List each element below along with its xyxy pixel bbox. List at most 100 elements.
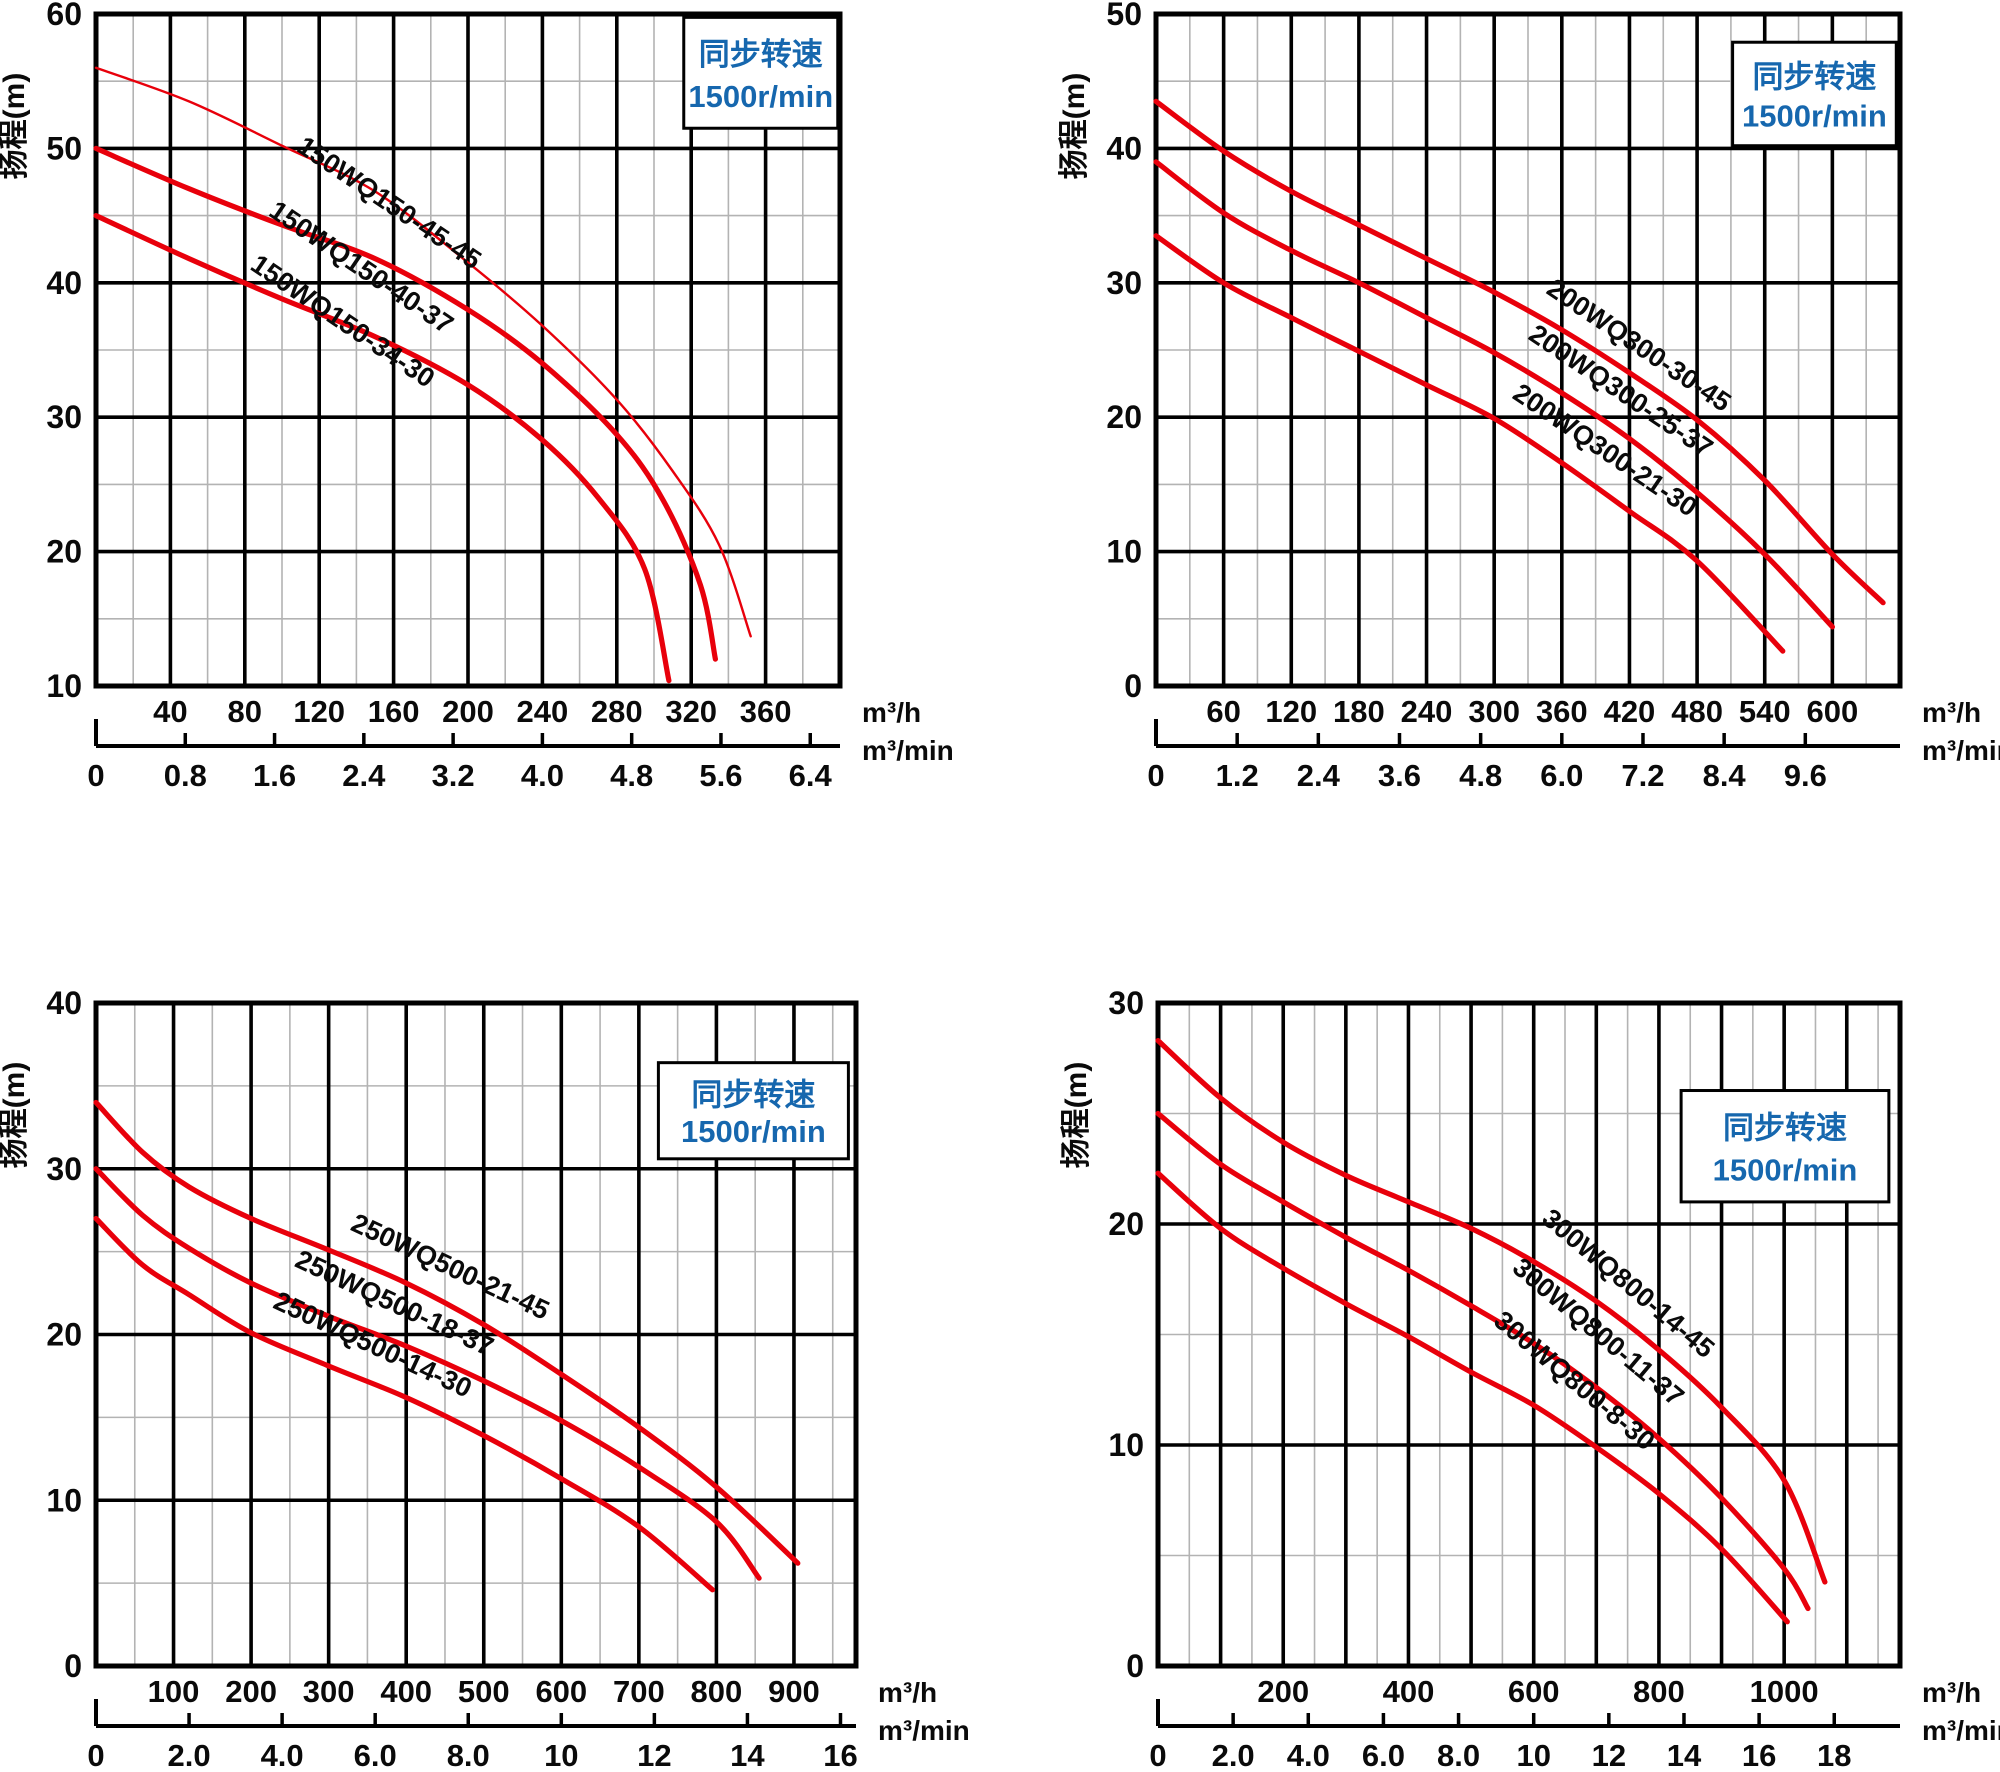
- y-tick-label: 10: [1106, 534, 1142, 570]
- y-tick-label: 50: [46, 130, 82, 166]
- x-min-tick-label: 2.4: [342, 758, 386, 793]
- plot-border: [93, 11, 843, 689]
- y-tick-label: 0: [1126, 1648, 1144, 1684]
- x-min-tick-label: 2.4: [1297, 758, 1341, 793]
- x-min-tick-label: 4.8: [610, 758, 653, 793]
- curve-200WQ300-30-45: [1153, 98, 1886, 606]
- y-tick-label: 20: [46, 534, 82, 570]
- x-hour-tick-label: 540: [1739, 694, 1791, 729]
- unit-m3min: m³/min: [1922, 735, 2000, 766]
- y-tick-label: 10: [46, 1482, 82, 1518]
- y-tick-label: 20: [1108, 1206, 1144, 1242]
- x-hour-tick-label: 320: [665, 694, 717, 729]
- x-min-tick-label: 3.6: [1378, 758, 1421, 793]
- chart-150wq150-svg: 同步转速1500r/min150WQ150-45-45150WQ150-40-3…: [0, 0, 954, 793]
- min-ruler: [1156, 1699, 1900, 1728]
- x-hour-tick-label: 300: [303, 1674, 355, 1709]
- x-hour-tick-label: 240: [517, 694, 569, 729]
- x-hour-tick-label: 700: [613, 1674, 665, 1709]
- curve-150WQ150-40-37: [93, 145, 718, 662]
- x-hour-tick-label: 120: [293, 694, 345, 729]
- y-tick-label: 10: [46, 668, 82, 704]
- x-hour-tick-label: 40: [153, 694, 187, 729]
- x-hour-tick-label: 360: [1536, 694, 1588, 729]
- x-min-tick-label: 6.0: [354, 1738, 397, 1772]
- y-tick-label: 20: [46, 1317, 82, 1353]
- unit-m3h: m³/h: [1922, 697, 1981, 728]
- x-hour-tick-label: 360: [740, 694, 792, 729]
- x-min-tick-label: 6.0: [1362, 1738, 1405, 1772]
- x-min-tick-label: 0: [1147, 758, 1164, 793]
- legend-speed-title: 同步转速: [699, 37, 823, 72]
- x-min-tick-label: 16: [823, 1738, 857, 1772]
- x-min-tick-label: 3.2: [432, 758, 475, 793]
- x-min-tick-label: 0: [1149, 1738, 1166, 1772]
- x-min-tick-label: 5.6: [699, 758, 742, 793]
- x-hour-tick-label: 100: [148, 1674, 200, 1709]
- x-min-tick-label: 4.0: [261, 1738, 304, 1772]
- x-hour-tick-label: 200: [225, 1674, 277, 1709]
- x-min-tick-label: 18: [1817, 1738, 1851, 1772]
- curve-150WQ150-34-30: [93, 213, 672, 684]
- y-tick-label: 40: [1106, 130, 1142, 166]
- chart-panel-300wq800: 同步转速 1500r/min 300WQ800-14-45 300WQ800-11-3…: [1000, 886, 2000, 1772]
- x-min-tick-label: 1.6: [253, 758, 296, 793]
- x-hour-tick-label: 280: [591, 694, 643, 729]
- x-min-tick-label: 4.0: [1287, 1738, 1330, 1772]
- x-min-tick-label: 10: [544, 1738, 578, 1772]
- x-hour-tick-label: 800: [691, 1674, 743, 1709]
- y-tick-label: 30: [46, 1151, 82, 1187]
- x-min-tick-label: 9.6: [1784, 758, 1827, 793]
- curve-300WQ800-14-45: [1155, 1037, 1828, 1585]
- x-hour-tick-label: 900: [768, 1674, 820, 1709]
- x-hour-tick-label: 600: [1806, 694, 1858, 729]
- x-min-tick-label: 8.0: [1437, 1738, 1480, 1772]
- y-tick-label: 0: [1124, 668, 1142, 704]
- legend-speed-value: 1500r/min: [688, 79, 833, 114]
- y-axis-title: 扬程(m): [1060, 1062, 1093, 1169]
- legend-speed-title: 同步转速: [1723, 1110, 1847, 1145]
- x-hour-tick-label: 160: [368, 694, 420, 729]
- y-tick-label: 30: [1106, 265, 1142, 301]
- unit-m3min: m³/min: [878, 1715, 970, 1746]
- legend-speed-value: 1500r/min: [1713, 1153, 1858, 1188]
- x-hour-tick-label: 200: [1257, 1674, 1309, 1709]
- legend-box: [682, 15, 840, 130]
- min-ruler: [94, 1699, 856, 1728]
- y-axis-title: 扬程(m): [0, 1062, 31, 1169]
- x-hour-tick-label: 60: [1206, 694, 1240, 729]
- x-hour-tick-label: 480: [1671, 694, 1723, 729]
- chart-panel-250wq500: 同步转速 1500r/min 250WQ500-21-45 250WQ500-18-3…: [0, 886, 1000, 1772]
- y-tick-label: 30: [1108, 985, 1144, 1021]
- x-min-tick-label: 8.4: [1703, 758, 1747, 793]
- legend-speed-value: 1500r/min: [681, 1114, 826, 1149]
- curve-250WQ500-14-30: [93, 1215, 716, 1593]
- x-min-tick-label: 12: [1592, 1738, 1626, 1772]
- x-hour-tick-label: 500: [458, 1674, 510, 1709]
- min-ruler: [94, 719, 840, 748]
- y-tick-label: 40: [46, 985, 82, 1021]
- x-min-tick-label: 4.8: [1459, 758, 1502, 793]
- chart-panel-200wq300: 同步转速 1500r/min 200WQ300-30-45 200WQ300-25-3…: [1000, 0, 2000, 886]
- y-tick-label: 50: [1106, 0, 1142, 32]
- legend-speed-value: 1500r/min: [1742, 99, 1887, 134]
- plot-border: [93, 1000, 859, 1669]
- x-min-tick-label: 1.2: [1216, 758, 1259, 793]
- unit-m3h: m³/h: [1922, 1677, 1981, 1708]
- x-hour-tick-label: 600: [1508, 1674, 1560, 1709]
- chart-panel-150wq150: 同步转速 1500r/min 150WQ150-45-45 150WQ150-40-3…: [0, 0, 1000, 886]
- grid-major: [1156, 14, 1900, 686]
- x-min-tick-label: 6.0: [1540, 758, 1583, 793]
- curve-250WQ500-18-37: [93, 1166, 762, 1581]
- x-min-tick-label: 0: [87, 1738, 104, 1772]
- y-tick-label: 30: [46, 399, 82, 435]
- x-min-tick-label: 2.0: [168, 1738, 211, 1772]
- y-axis-title: 扬程(m): [0, 73, 31, 180]
- legend-box: [656, 1061, 850, 1161]
- curve-200WQ300-25-37: [1153, 159, 1835, 630]
- plot-border: [1155, 1000, 1903, 1669]
- x-hour-tick-label: 80: [228, 694, 262, 729]
- curve-300WQ800-11-37: [1155, 1110, 1811, 1612]
- legend-speed-title: 同步转速: [1752, 59, 1876, 94]
- y-tick-label: 10: [1108, 1427, 1144, 1463]
